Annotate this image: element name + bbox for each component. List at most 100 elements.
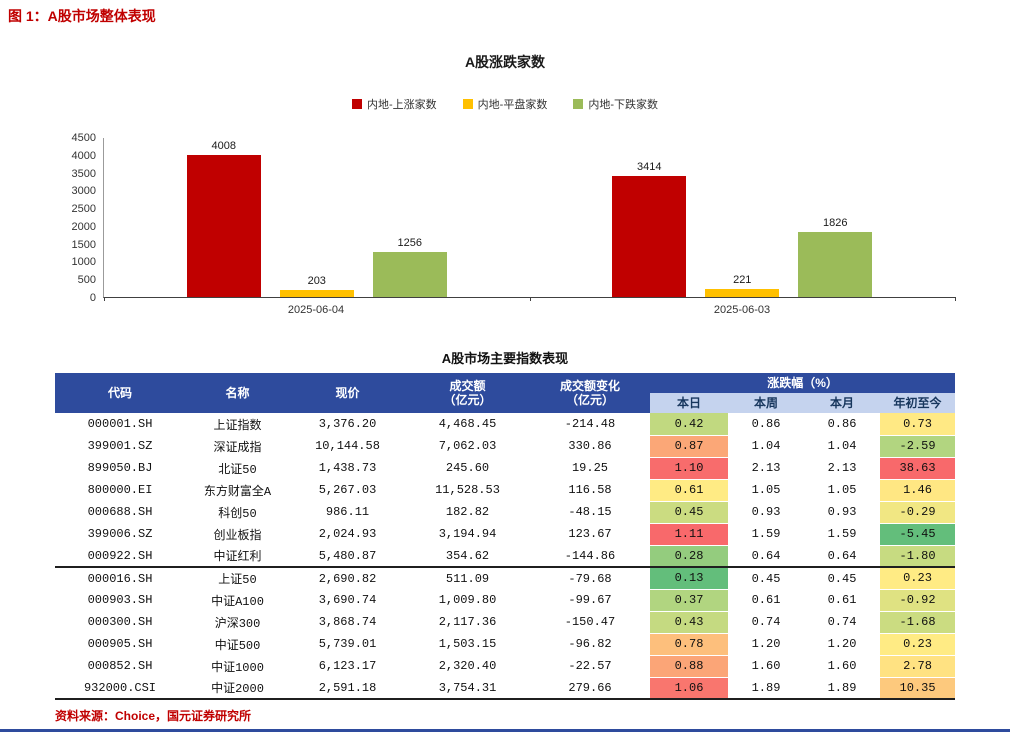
y-tick-label: 1000 — [71, 256, 96, 269]
legend-item: 内地-上涨家数 — [351, 96, 437, 112]
col-header-code: 代码 — [55, 373, 185, 413]
cell-turnover-change: 330.86 — [568, 439, 612, 453]
cell-month-change: 2.13 — [827, 461, 857, 475]
cell-code: 000905.SH — [87, 637, 153, 651]
cell-day-change: 1.11 — [650, 523, 728, 546]
cell-month-change: 1.04 — [827, 439, 857, 453]
y-tick-label: 3000 — [71, 185, 96, 198]
cell-price: 986.11 — [325, 505, 370, 519]
col-header-ytd: 年初至今 — [880, 393, 956, 413]
cell-day-change: 0.28 — [650, 545, 728, 568]
table-header-row-sub: 本日 本周 本月 年初至今 — [55, 393, 956, 413]
cell-ytd-change: 10.35 — [880, 677, 956, 700]
cell-week-change: 1.59 — [751, 527, 781, 541]
y-axis: 4500 4000 3500 3000 2500 2000 1500 1000 500 0 — [55, 132, 103, 304]
cell-name: 中证A100 — [211, 594, 264, 609]
bar-chart: A股涨跌家数 内地-上涨家数 内地-平盘家数 内地-下跌家数 4500 4000 350… — [55, 52, 956, 316]
cell-turnover-change: -150.47 — [564, 615, 616, 629]
cell-month-change: 1.59 — [827, 527, 857, 541]
cell-turnover-change: -214.48 — [564, 417, 616, 431]
cell-month-change: 0.93 — [827, 505, 857, 519]
cell-ytd-change: -0.29 — [880, 501, 956, 524]
cell-name: 北证50 — [218, 462, 257, 477]
chart-title: A股涨跌家数 — [464, 54, 546, 70]
y-tick-label: 2000 — [71, 220, 96, 233]
bar: 4008 — [186, 140, 261, 297]
index-table-body: 000001.SH 上证指数 3,376.20 4,468.45 -214.48 0.42… — [55, 413, 956, 700]
cell-code: 000688.SH — [87, 505, 153, 519]
cell-ytd-change: 0.23 — [880, 567, 956, 590]
y-tick-label: 4500 — [71, 132, 96, 144]
cell-month-change: 1.05 — [827, 483, 857, 497]
y-tick-label: 4000 — [71, 149, 96, 162]
cell-week-change: 0.74 — [751, 615, 781, 629]
bar: 1256 — [372, 237, 447, 297]
cell-name: 中证1000 — [211, 660, 264, 675]
cell-price: 5,739.01 — [318, 637, 377, 651]
cell-turnover: 3,754.31 — [405, 677, 530, 700]
cell-week-change: 0.45 — [751, 571, 781, 586]
x-axis-row: 2025-06-04 2025-06-03 — [55, 298, 955, 316]
cell-name: 东方财富全A — [203, 484, 272, 499]
table-row: 399001.SZ 深证成指 10,144.58 7,062.03 330.86 0.87… — [55, 435, 956, 458]
cell-name: 科创50 — [218, 506, 257, 521]
cell-price: 5,267.03 — [318, 483, 377, 497]
table-row: 000300.SH 沪深300 3,868.74 2,117.36 -150.47 0.4… — [55, 611, 956, 634]
cell-code: 000300.SH — [87, 615, 153, 629]
table-header: 代码 名称 现价 成交额 （亿元） 成交额变化 （亿元） 涨跌幅（%） 本日 本… — [55, 373, 956, 413]
bar-value-label: 203 — [307, 274, 326, 287]
cell-turnover: 182.82 — [445, 505, 490, 519]
table-row: 000905.SH 中证500 5,739.01 1,503.15 -96.82 0.78… — [55, 633, 956, 656]
bar: 3414 — [612, 161, 687, 297]
cell-price: 5,480.87 — [290, 545, 405, 568]
y-tick-label: 1500 — [71, 238, 96, 251]
cell-price: 1,438.73 — [318, 461, 377, 475]
bar-group: 4008 203 1256 — [104, 138, 530, 297]
bar: 203 — [279, 275, 354, 297]
legend-item: 内地-平盘家数 — [462, 96, 548, 112]
cell-week-change: 0.64 — [728, 545, 804, 568]
cell-code: 932000.CSI — [55, 677, 185, 700]
cell-week-change: 1.04 — [751, 439, 781, 453]
cell-turnover-change: -99.67 — [568, 593, 612, 607]
y-tick-label: 3500 — [71, 167, 96, 180]
cell-ytd-change: 2.78 — [880, 655, 956, 678]
cell-code: 399001.SZ — [87, 439, 153, 453]
cell-ytd-change: 0.23 — [880, 633, 956, 656]
cell-name: 中证红利 — [185, 545, 290, 568]
cell-name: 沪深300 — [214, 616, 261, 631]
bar-group: 3414 221 1826 — [530, 138, 956, 297]
legend-label: 内地-平盘家数 — [477, 99, 548, 111]
bar: 221 — [705, 274, 780, 297]
cell-ytd-change: 38.63 — [880, 457, 956, 480]
figure-title: 图 1：A股市场整体表现 — [8, 8, 156, 24]
col-header-turnover: 成交额 （亿元） — [405, 373, 530, 413]
cell-turnover-change: -96.82 — [568, 637, 612, 651]
cell-turnover: 2,320.40 — [438, 659, 497, 673]
col-header-week: 本周 — [728, 393, 804, 413]
cell-turnover-change: 123.67 — [568, 527, 612, 541]
cell-name: 创业板指 — [213, 528, 262, 543]
cell-turnover-change: 19.25 — [571, 461, 608, 475]
table-title: A股市场主要指数表现 — [441, 351, 569, 366]
cell-ytd-change: -1.80 — [880, 545, 956, 568]
cell-month-change: 1.60 — [827, 659, 857, 673]
cell-day-change: 0.13 — [650, 567, 728, 590]
cell-week-change: 1.60 — [751, 659, 781, 673]
cell-code: 399006.SZ — [87, 527, 153, 541]
cell-week-change: 0.86 — [751, 417, 781, 431]
cell-price: 6,123.17 — [318, 659, 377, 673]
table-row: 000852.SH 中证1000 6,123.17 2,320.40 -22.57 0.8… — [55, 655, 956, 678]
cell-week-change: 2.13 — [751, 461, 781, 475]
cell-turnover: 1,503.15 — [438, 637, 497, 651]
chart-legend: 内地-上涨家数 内地-平盘家数 内地-下跌家数 — [55, 96, 955, 112]
cell-price: 10,144.58 — [315, 439, 380, 453]
cell-week-change: 0.61 — [751, 593, 781, 607]
cell-turnover: 511.09 — [445, 571, 490, 586]
cell-ytd-change: -0.92 — [880, 589, 956, 612]
y-tick-label: 2500 — [71, 203, 96, 216]
plot-area: 4008 203 1256 3414 221 1826 — [103, 138, 956, 301]
legend-item: 内地-下跌家数 — [573, 96, 658, 112]
table-row: 000903.SH 中证A100 3,690.74 1,009.80 -99.67 0.3… — [55, 589, 956, 612]
cell-turnover: 245.60 — [445, 461, 490, 475]
